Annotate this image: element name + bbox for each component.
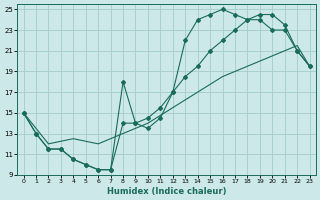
- X-axis label: Humidex (Indice chaleur): Humidex (Indice chaleur): [107, 187, 226, 196]
